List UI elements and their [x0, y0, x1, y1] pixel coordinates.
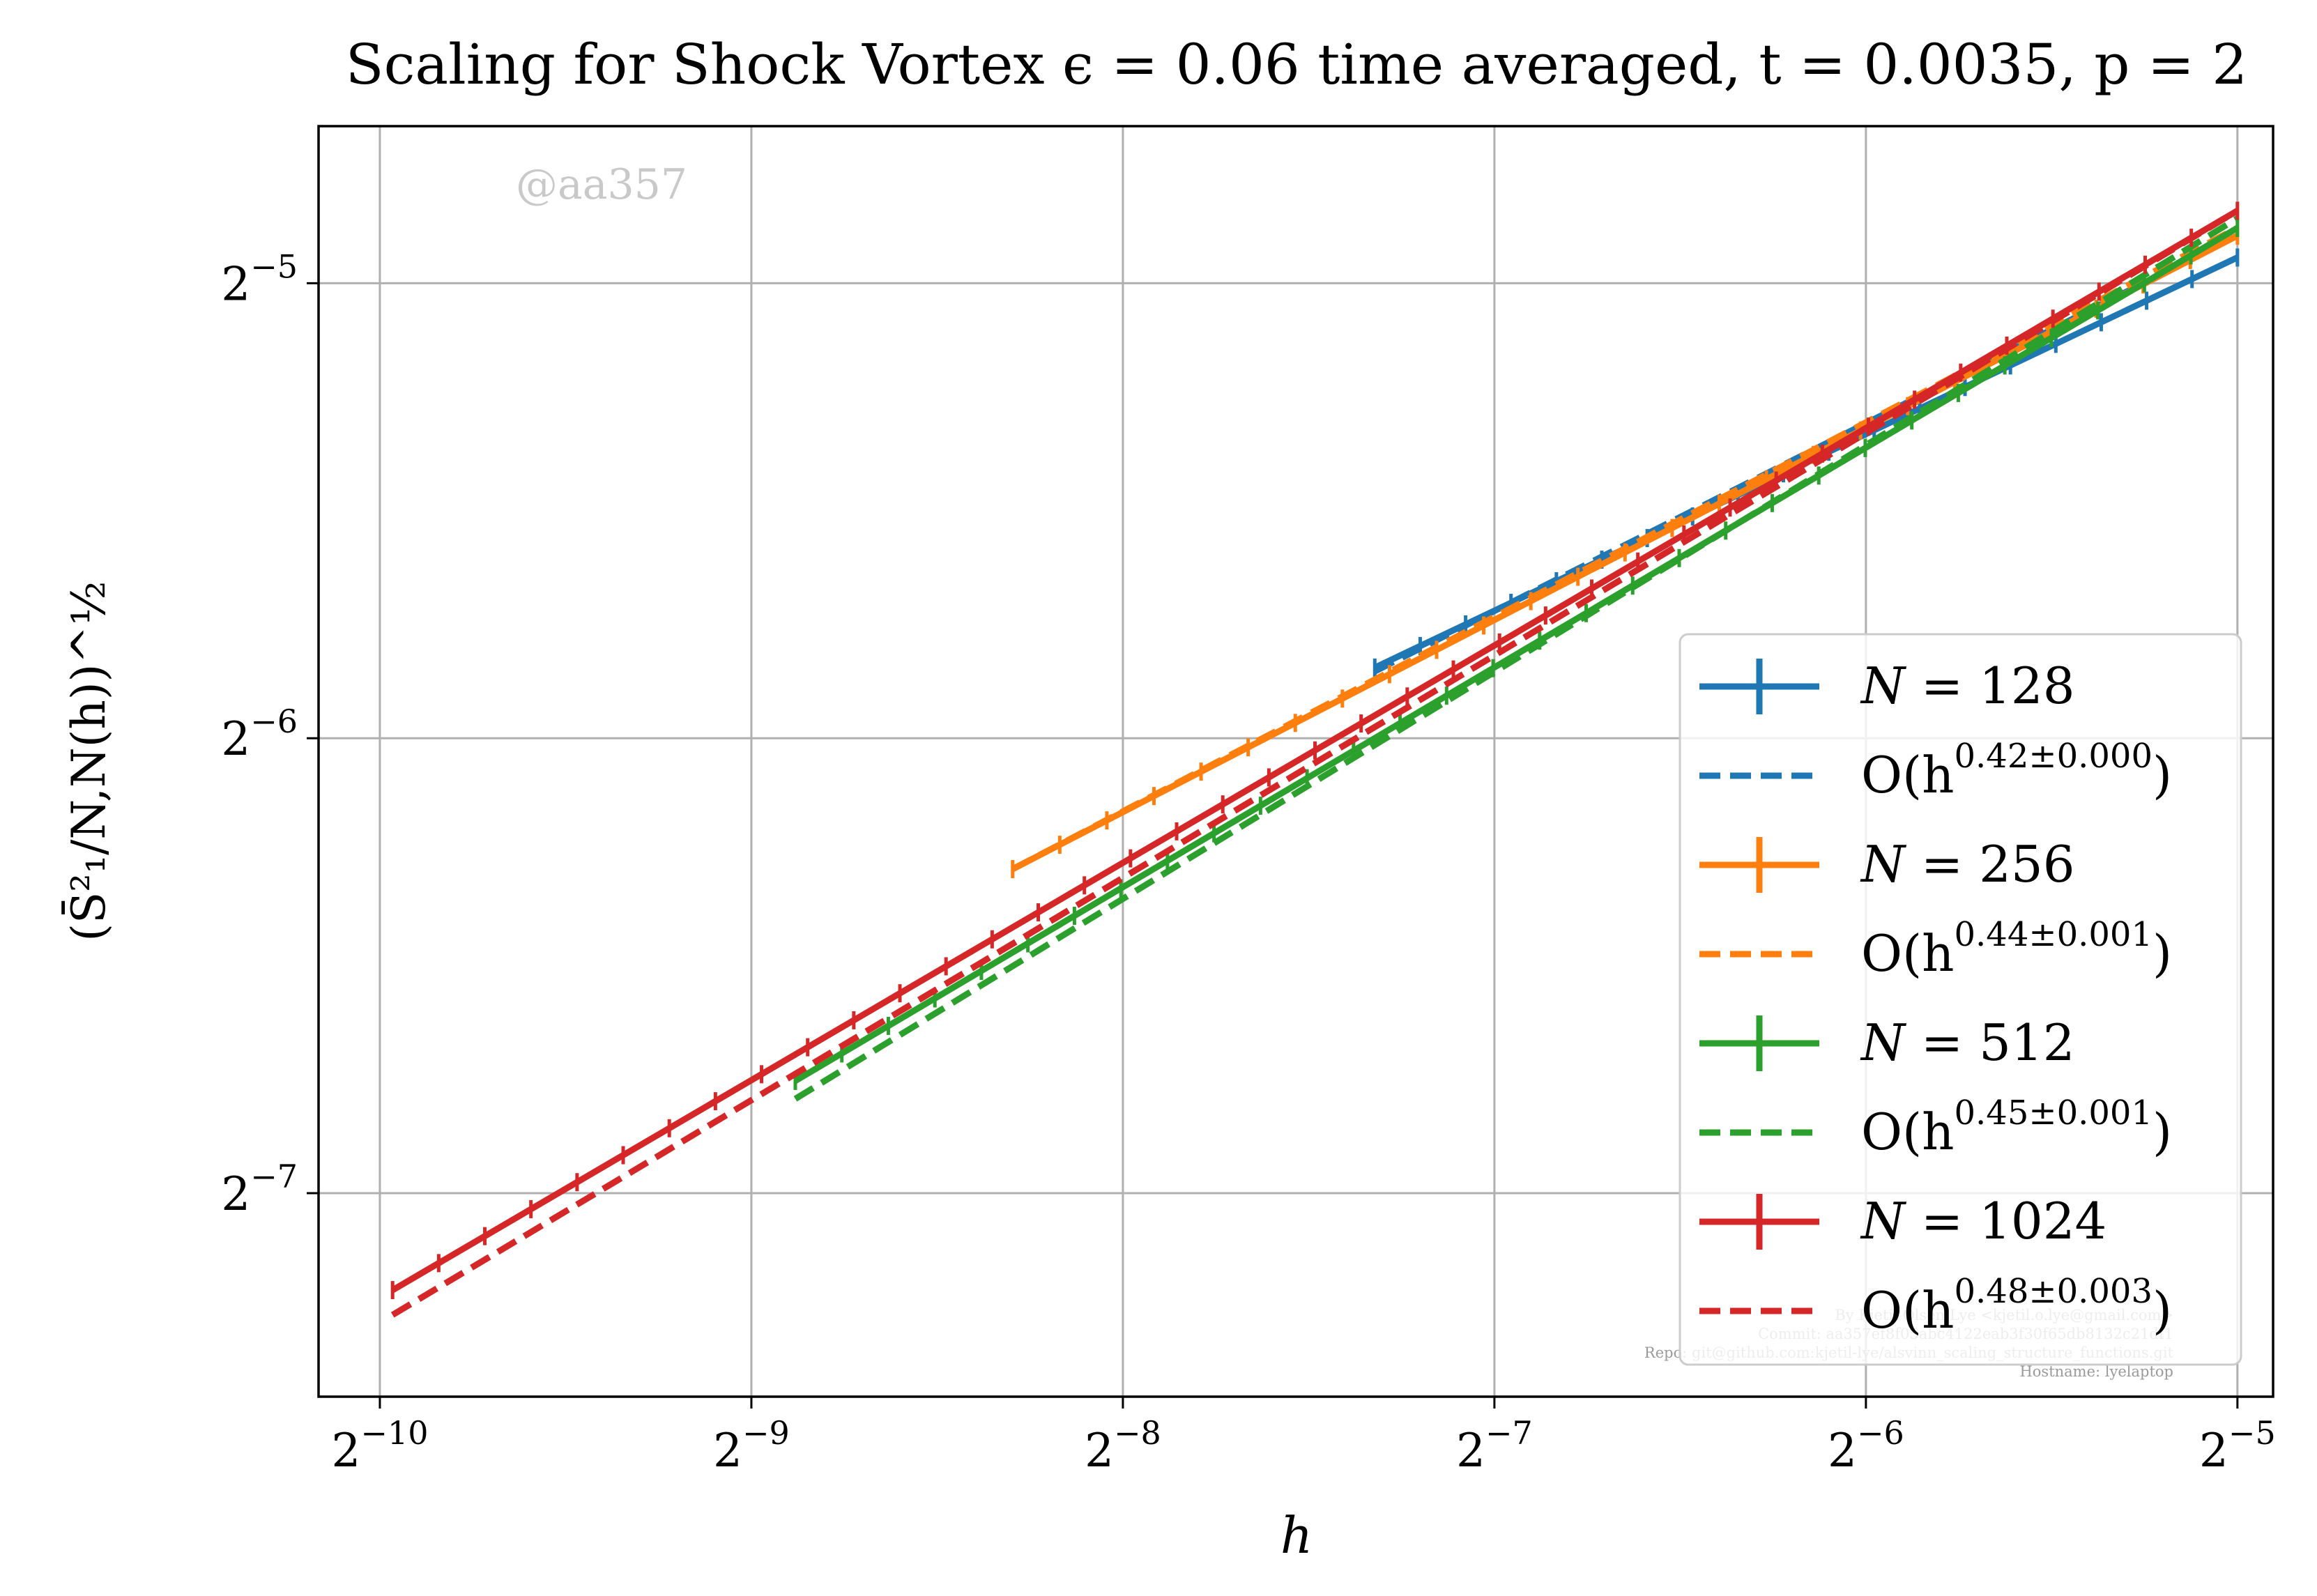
series-layer [390, 201, 2240, 1318]
y-tick-label-base: 2 [221, 1167, 250, 1221]
legend-label: N = 128 [1860, 657, 2075, 715]
y-tick-label: 2−6 [221, 703, 298, 766]
legend-label-var: N [1860, 1192, 1907, 1250]
x-tick-label-base: 2 [1456, 1424, 1485, 1478]
legend-label: O(h0.44±0.001) [1861, 915, 2172, 983]
x-tick-label-exponent: −8 [1114, 1414, 1161, 1452]
legend-label-equals: = [1905, 835, 1979, 893]
legend-label-close-paren: ) [2152, 1281, 2172, 1340]
series-line-7 [390, 208, 2240, 1318]
watermark: @aa357 [516, 160, 687, 209]
x-tick-label-base: 2 [331, 1424, 360, 1478]
legend-entry: O(h0.42±0.000) [1699, 737, 2172, 804]
x-tick-label: 2−9 [713, 1414, 790, 1478]
legend-label-var: N [1860, 657, 1907, 715]
legend-entry: N = 1024 [1699, 1192, 2106, 1250]
x-tick-label-base: 2 [1085, 1424, 1114, 1478]
legend-label-exponent: 0.44±0.001 [1955, 915, 2153, 954]
legend-label-close-paren: ) [2152, 924, 2172, 983]
legend-entry: O(h0.45±0.001) [1699, 1094, 2172, 1161]
y-tick-label-base: 2 [221, 712, 250, 766]
y-tick-label-exponent: −5 [250, 247, 298, 285]
y-tick-label: 2−5 [221, 247, 298, 311]
x-tick-label-base: 2 [1828, 1424, 1857, 1478]
legend-label-close-paren: ) [2152, 746, 2172, 804]
x-tick-label-base: 2 [2199, 1424, 2228, 1478]
legend-label: O(h0.45±0.001) [1861, 1094, 2172, 1161]
series-line-4 [793, 225, 2240, 1084]
series-line-5 [793, 215, 2240, 1102]
x-tick-label: 2−8 [1085, 1414, 1161, 1478]
x-tick-label-exponent: −9 [742, 1414, 790, 1452]
legend-label-exponent: 0.48±0.003 [1955, 1272, 2153, 1311]
y-axis-label: (S̄²₁/N,N(h))^½ [62, 581, 116, 941]
legend-label: N = 512 [1860, 1013, 2075, 1072]
legend-label-exponent: 0.45±0.001 [1955, 1094, 2153, 1133]
legend-label: N = 256 [1860, 835, 2075, 893]
legend-label-equals: = [1905, 1192, 1979, 1250]
legend-label-var: N [1860, 835, 1907, 893]
y-tick-label-exponent: −6 [250, 703, 298, 740]
legend-entry: N = 128 [1699, 657, 2075, 715]
chart-title: Scaling for Shock Vortex ϵ = 0.06 time a… [346, 32, 2247, 97]
legend-label-equals: = [1905, 657, 1979, 715]
legend-entry: N = 512 [1699, 1013, 2075, 1072]
legend-entry: O(h0.48±0.003) [1699, 1272, 2172, 1340]
legend-label-base: O(h [1861, 1281, 1955, 1340]
y-tick-label: 2−7 [221, 1158, 298, 1221]
legend-label-exponent: 0.42±0.000 [1955, 737, 2153, 776]
legend-label: O(h0.48±0.003) [1861, 1272, 2172, 1340]
legend-box [1679, 633, 2242, 1366]
y-tick-label-exponent: −7 [250, 1158, 298, 1195]
x-tick-label: 2−6 [1828, 1414, 1904, 1478]
x-tick-label: 2−7 [1456, 1414, 1533, 1478]
x-tick-label-base: 2 [713, 1424, 742, 1478]
legend-label-close-paren: ) [2152, 1103, 2172, 1161]
plot-frame [317, 125, 2274, 1398]
legend-entry: O(h0.44±0.001) [1699, 915, 2172, 983]
x-tick-label-exponent: −10 [360, 1414, 428, 1452]
ticks: 2−10 2−9 2−8 2−7 2−6 2−52−72−62−5 [221, 247, 2276, 1478]
x-tick-label: 2−5 [2199, 1414, 2276, 1478]
legend-label: O(h0.42±0.000) [1861, 737, 2172, 804]
legend-label-value: 256 [1979, 835, 2074, 893]
x-tick-label-exponent: −7 [1485, 1414, 1533, 1452]
legend-label-value: 128 [1979, 657, 2074, 715]
legend-entry: N = 256 [1699, 835, 2075, 893]
y-tick-label-base: 2 [221, 257, 250, 311]
footer-line: Hostname: lyelaptop [2019, 1363, 2173, 1380]
x-tick-label-exponent: −5 [2228, 1414, 2276, 1452]
x-tick-label: 2−10 [331, 1414, 428, 1478]
legend-label-var: N [1860, 1013, 1907, 1072]
x-tick-label-exponent: −6 [1857, 1414, 1904, 1452]
legend-label: N = 1024 [1860, 1192, 2106, 1250]
legend-label-base: O(h [1861, 1103, 1955, 1161]
legend-label-equals: = [1905, 1013, 1979, 1072]
legend-label-value: 512 [1979, 1013, 2074, 1072]
legend-label-base: O(h [1861, 746, 1955, 804]
x-axis-label: h [1280, 1506, 1313, 1565]
legend-label-value: 1024 [1979, 1192, 2106, 1250]
legend-label-base: O(h [1861, 924, 1955, 983]
